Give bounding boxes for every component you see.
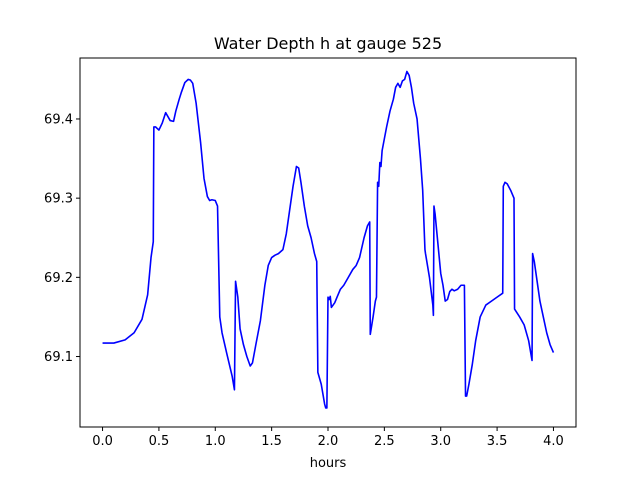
y-tick-label: 69.2	[44, 271, 73, 286]
x-tick-label: 3.5	[487, 434, 508, 449]
plot-series	[102, 70, 555, 409]
x-tick-label: 0.5	[149, 434, 170, 449]
y-axis: 69.1 69.2 69.3 69.4	[44, 112, 80, 365]
y-tick-label: 69.1	[44, 350, 73, 365]
x-tick-label: 4.0	[543, 434, 564, 449]
x-tick-label: 3.0	[430, 434, 451, 449]
x-tick-label: 2.5	[374, 434, 395, 449]
x-tick-label: 1.5	[261, 434, 282, 449]
y-tick-label: 69.3	[44, 192, 73, 207]
x-tick-label: 2.0	[318, 434, 339, 449]
chart-title: Water Depth h at gauge 525	[214, 34, 442, 53]
x-axis: 0.0 0.5 1.0 1.5 2.0 2.5 3.0 3.5 4.0	[92, 427, 564, 449]
plot-frame	[79, 57, 577, 428]
x-tick-label: 1.0	[205, 434, 226, 449]
x-tick-label: 0.0	[92, 434, 113, 449]
series-line	[102, 70, 555, 409]
y-tick-label: 69.4	[44, 112, 73, 127]
x-axis-label: hours	[310, 456, 347, 471]
